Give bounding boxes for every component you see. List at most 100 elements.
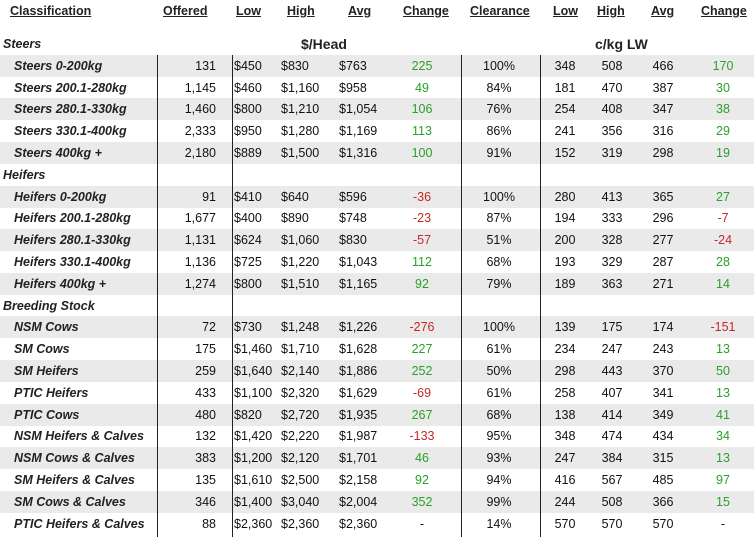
low-ckg-cell: 152 [554,146,576,160]
low-cell: $2,360 [234,516,273,531]
change-cell: 106 [411,102,433,117]
avg-cell: $1,169 [339,124,378,139]
high-cell: $3,040 [281,494,320,509]
offered-cell: 1,274 [184,276,216,291]
change-ckg-cell: - [720,516,726,531]
high-cell: $1,160 [281,80,320,95]
change-cell: 225 [411,58,433,73]
change-cell: 252 [411,364,433,378]
low-cell: $1,640 [234,364,273,378]
high-cell: $1,510 [281,276,320,291]
low-cell: $1,610 [234,473,273,487]
header-avg: Avg [348,4,372,18]
unit-cents-per-kg: c/kg LW [595,36,648,52]
avg-ckg-cell: 243 [652,342,674,357]
offered-cell: 2,333 [184,124,216,139]
avg-cell: $1,701 [339,451,378,466]
avg-ckg-cell: 347 [652,102,674,117]
low-ckg-cell: 181 [554,80,576,95]
avg-cell: $2,004 [339,494,378,509]
low-cell: $1,400 [234,494,273,509]
low-cell: $400 [234,211,262,226]
low-cell: $1,100 [234,385,273,400]
avg-ckg-cell: 349 [652,407,674,422]
avg-ckg-cell: 298 [652,146,674,160]
unit-dollar-per-head: $/Head [301,36,347,52]
classification-cell: NSM Heifers & Calves [14,429,144,444]
clearance-cell: 86% [486,124,512,139]
classification-cell: Steers 280.1-330kg [14,102,127,117]
clearance-cell: 87% [486,211,512,226]
classification-cell: PTIC Heifers [14,385,89,400]
section-title: Breeding Stock [3,298,95,313]
clearance-cell: 91% [486,146,512,160]
offered-cell: 346 [195,494,216,509]
high-cell: $830 [281,58,309,73]
change-cell: -133 [409,429,435,444]
high-ckg-cell: 319 [601,146,623,160]
classification-cell: SM Heifers & Calves [14,473,135,487]
avg-ckg-cell: 277 [652,233,674,248]
classification-cell: NSM Cows & Calves [14,451,135,466]
clearance-cell: 84% [486,80,512,95]
avg-cell: $1,987 [339,429,378,444]
avg-ckg-cell: 466 [652,58,674,73]
offered-cell: 72 [202,320,216,335]
low-ckg-cell: 189 [554,276,576,291]
low-cell: $800 [234,102,262,117]
avg-cell: $2,158 [339,473,378,487]
change-cell: 267 [411,407,433,422]
low-ckg-cell: 194 [554,211,576,226]
high-cell: $2,500 [281,473,320,487]
low-ckg-cell: 244 [554,494,576,509]
change-ckg-cell: -7 [717,211,729,226]
avg-cell: $1,628 [339,342,378,357]
classification-cell: Heifers 280.1-330kg [14,233,131,248]
change-ckg-cell: 13 [716,342,730,357]
low-ckg-cell: 247 [554,451,576,466]
high-ckg-cell: 175 [601,320,623,335]
avg-ckg-cell: 296 [652,211,674,226]
change-cell: 100 [411,146,433,160]
avg-cell: $1,043 [339,255,378,269]
classification-cell: Heifers 0-200kg [14,189,107,204]
table-row: Heifers 400kg + 1,274 $800 $1,510 $1,165 92 79… [0,272,754,295]
clearance-cell: 100% [483,189,515,204]
high-ckg-cell: 414 [601,407,623,422]
low-ckg-cell: 241 [554,124,576,139]
header-classification: Classification [10,4,92,18]
avg-cell: $748 [339,211,367,226]
change-cell: 46 [415,451,429,466]
change-ckg-cell: 13 [716,451,730,466]
avg-cell: $1,165 [339,276,378,291]
avg-ckg-cell: 370 [652,364,674,378]
change-cell: -276 [409,320,435,335]
offered-cell: 132 [195,429,216,444]
offered-cell: 1,460 [184,102,216,117]
header-change: Change [403,4,449,18]
high-ckg-cell: 363 [601,276,623,291]
avg-ckg-cell: 287 [652,255,674,269]
high-ckg-cell: 474 [601,429,623,444]
offered-cell: 91 [202,189,216,204]
classification-cell: Steers 0-200kg [14,58,103,73]
avg-ckg-cell: 315 [652,451,674,466]
change-ckg-cell: 27 [716,189,730,204]
avg-ckg-cell: 485 [652,473,674,487]
avg-ckg-cell: 365 [652,189,674,204]
high-cell: $2,320 [281,385,320,400]
table-row: PTIC Heifers & Calves 88 $2,360 $2,360 $2,36… [0,513,754,535]
low-ckg-cell: 416 [554,473,576,487]
table-row: SM Cows 175 $1,460 $1,710 $1,628 227 61% 234 247… [0,338,754,360]
high-ckg-cell: 567 [601,473,623,487]
high-cell: $2,140 [281,364,320,378]
table-row: Steers 330.1-400kg 2,333 $950 $1,280 $1,169 1… [0,120,754,142]
low-cell: $950 [234,124,262,139]
high-cell: $2,220 [281,429,320,444]
low-cell: $1,420 [234,429,273,444]
section-title: Heifers [3,167,46,182]
change-cell: -23 [412,211,432,226]
change-ckg-cell: 15 [716,494,730,509]
change-ckg-cell: -151 [710,320,736,335]
